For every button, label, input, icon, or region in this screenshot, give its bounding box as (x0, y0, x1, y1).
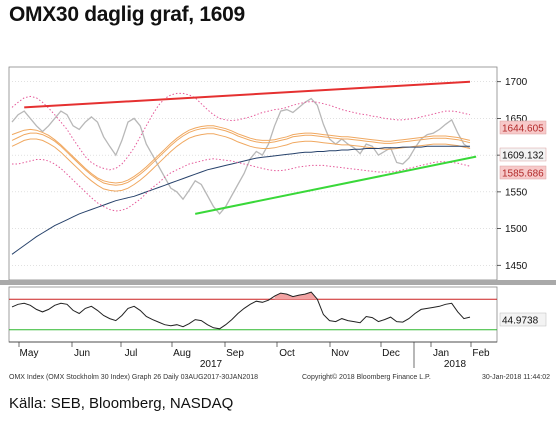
month-label-feb: Feb (472, 348, 490, 359)
price-label-1: 1609.132 (502, 151, 544, 162)
oscillator-label-box (499, 312, 547, 327)
series-line-0 (11, 97, 471, 215)
price-labels: 1644.605 1609.132 1585.686 (499, 120, 547, 180)
series-line-4 (11, 145, 470, 255)
y-tick-label-1650: 1650 (505, 114, 528, 125)
price-label-box-2 (499, 165, 547, 180)
oscillator-series (9, 291, 497, 331)
oscillator-line (11, 291, 471, 330)
oscillator-label: 44.9738 (499, 312, 547, 327)
series-line-6 (12, 158, 471, 212)
year-label-2018: 2018 (444, 359, 467, 370)
footer-center: Copyright© 2018 Bloomberg Finance L.P. (302, 373, 431, 381)
month-label-may: May (20, 348, 39, 359)
month-label-dec: Dec (382, 348, 400, 359)
month-label-oct: Oct (279, 348, 295, 359)
panel-separator (0, 280, 556, 285)
year-label-2017: 2017 (200, 359, 223, 370)
footer-left: OMX Index (OMX Stockholm 30 Index) Graph… (9, 374, 258, 381)
y-tick-label-1550: 1550 (505, 187, 528, 198)
chart-title: OMX30 daglig graf, 1609 (9, 3, 245, 26)
oscillator-value-label: 44.9738 (502, 316, 539, 327)
y-tick-label-1450: 1450 (505, 261, 528, 272)
month-label-jan: Jan (433, 348, 449, 359)
price-series (11, 80, 477, 255)
series-line-2 (11, 125, 471, 184)
month-label-jul: Jul (125, 348, 138, 359)
trend-line-1 (195, 155, 477, 215)
oscillator-panel (8, 286, 498, 343)
series-line-1 (11, 127, 471, 186)
price-label-box-1 (499, 147, 547, 162)
price-label-2: 1585.686 (502, 169, 544, 180)
source-note: Källa: SEB, Bloomberg, NASDAQ (9, 395, 234, 412)
month-label-jun: Jun (74, 348, 90, 359)
x-axis: May Jun Jul Aug Sep Oct Nov Dec Jan Feb 2017 2018 (18, 342, 490, 370)
trend-line-0 (24, 80, 471, 109)
series-line-5 (11, 92, 471, 171)
month-label-aug: Aug (173, 348, 191, 359)
price-label-box-0 (499, 120, 547, 135)
y-tick-label-1700: 1700 (505, 77, 528, 88)
footer-right: 30-Jan-2018 11:44:02 (482, 374, 550, 381)
price-panel (8, 66, 498, 281)
series-line-3 (11, 133, 471, 192)
month-label-sep: Sep (226, 348, 244, 359)
y-tick-label-1500: 1500 (505, 224, 528, 235)
price-label-0: 1644.605 (502, 124, 544, 135)
month-label-nov: Nov (331, 348, 349, 359)
